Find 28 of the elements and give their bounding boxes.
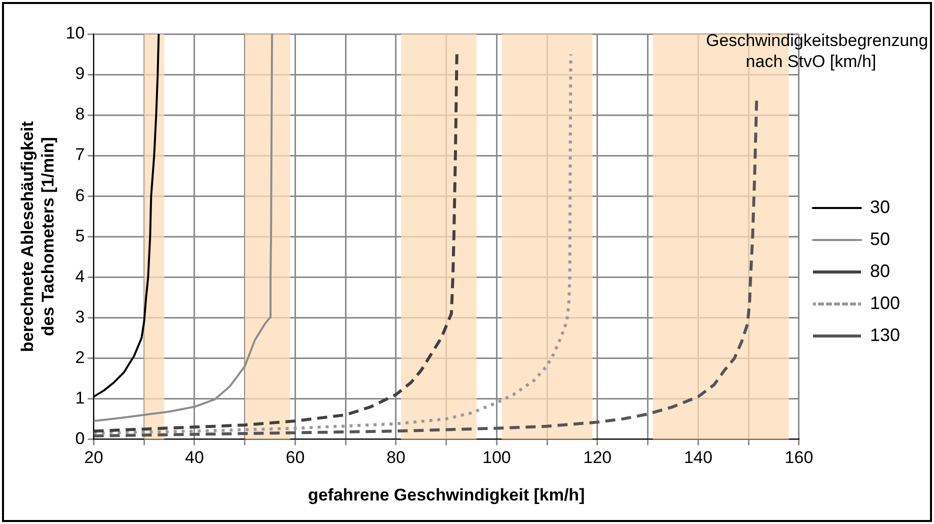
x-tick-label: 20 — [84, 448, 104, 468]
x-tick-label: 40 — [185, 448, 204, 468]
y-tick-label: 9 — [75, 64, 85, 84]
x-tick-label: 160 — [784, 448, 814, 468]
y-tick-label: 8 — [75, 104, 85, 124]
y-tick-label: 6 — [75, 186, 85, 205]
y-tick-label: 10 — [66, 24, 85, 43]
y-tick-label: 7 — [75, 145, 85, 164]
legend-title: Geschwindigkeitsbegrenzung nach StvO [km/h] — [706, 30, 928, 72]
y-tick-label: 5 — [75, 226, 85, 246]
x-tick-label: 60 — [286, 448, 305, 468]
y-tick-label: 3 — [75, 307, 85, 326]
y-tick-label: 1 — [75, 388, 85, 408]
x-tick-label: 120 — [583, 448, 612, 468]
legend-label: 130 — [870, 324, 900, 345]
legend-label: 50 — [870, 228, 890, 249]
y-tick-label: 0 — [75, 428, 85, 448]
x-tick-label: 140 — [684, 448, 712, 468]
x-tick-label: 80 — [386, 448, 406, 468]
legend-label: 100 — [870, 292, 900, 313]
y-tick-label: 4 — [75, 266, 85, 286]
legend-label: 30 — [870, 196, 890, 217]
y-axis-title: berechnete Ablesehäufigkeit des Tachometers [1/min] — [18, 120, 58, 352]
line-series — [94, 52, 572, 435]
legend-label: 80 — [870, 260, 890, 281]
x-axis-title: gefahrene Geschwindigkeit [km/h] — [308, 485, 585, 504]
x-tick-label: 100 — [482, 448, 511, 468]
y-tick-label: 2 — [75, 348, 85, 367]
